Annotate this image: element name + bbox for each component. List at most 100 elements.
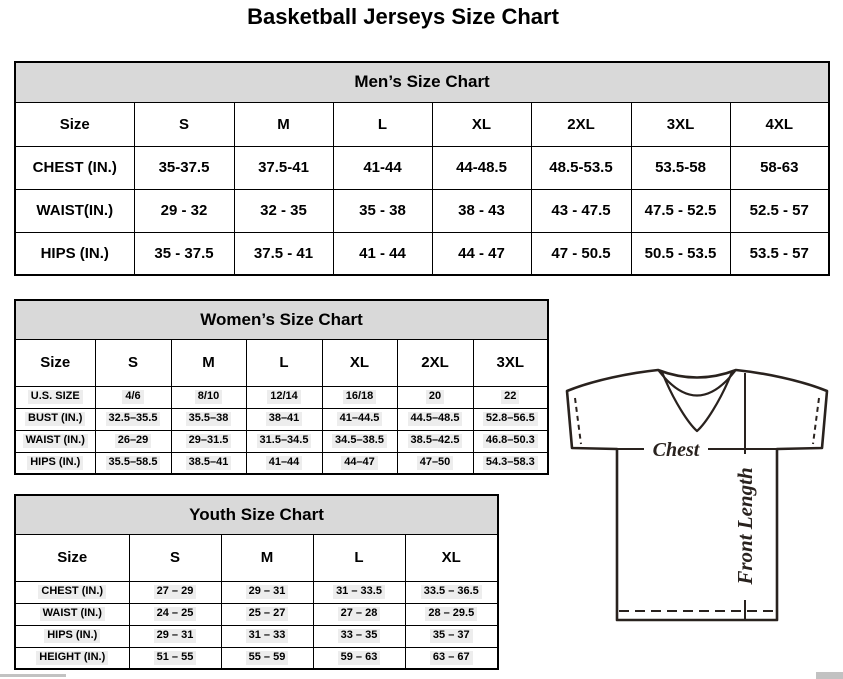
jersey-outline bbox=[565, 368, 829, 622]
value-cell-text: 35 – 37 bbox=[429, 629, 473, 643]
value-cell-text: 38.5–42.5 bbox=[407, 434, 463, 448]
value-cell: 31 – 33 bbox=[220, 624, 314, 648]
value-cell: 37.5 - 41 bbox=[233, 231, 334, 276]
value-cell: 34.5–38.5 bbox=[321, 429, 398, 453]
value-cell: 44 - 47 bbox=[431, 231, 532, 276]
value-cell: 51 – 55 bbox=[128, 646, 222, 670]
value-cell-text: 44 - 47 bbox=[458, 244, 505, 262]
value-cell-text: 24 – 25 bbox=[153, 607, 197, 621]
row-label: U.S. SIZE bbox=[14, 385, 96, 409]
value-cell-text: 43 - 47.5 bbox=[551, 202, 611, 219]
value-cell-text: 41–44 bbox=[265, 455, 303, 470]
value-cell-text: 32.5–35.5 bbox=[105, 412, 161, 426]
value-cell: 27 – 28 bbox=[312, 602, 406, 626]
size-header-cell: 3XL bbox=[630, 101, 731, 147]
value-cell: 37.5-41 bbox=[233, 145, 334, 190]
left-cuff-dashed-line bbox=[574, 397, 582, 445]
value-cell-text: 54.3–58.3 bbox=[482, 455, 538, 470]
value-cell-text: 41-44 bbox=[363, 159, 402, 176]
table-row: HIPS (IN.) 35 - 37.5 37.5 - 41 41 - 44 44 - … bbox=[14, 231, 830, 276]
value-cell: 29 - 32 bbox=[133, 188, 235, 233]
row-label: WAIST(IN.) bbox=[14, 188, 135, 233]
size-header-cell: L bbox=[332, 101, 433, 147]
size-header-cell: L bbox=[312, 533, 406, 582]
size-header-cell: 4XL bbox=[729, 101, 830, 147]
value-cell: 53.5 - 57 bbox=[729, 231, 830, 276]
row-label-text: U.S. SIZE bbox=[27, 390, 83, 404]
value-cell: 35 – 37 bbox=[404, 624, 499, 648]
value-cell: 53.5-58 bbox=[630, 145, 731, 190]
value-cell-text: 35.5–38 bbox=[185, 412, 232, 426]
table-row: WAIST (IN.) 26–29 29–31.5 31.5–34.5 34.5–38.… bbox=[14, 429, 549, 453]
scrollbar-corner-fragment[interactable] bbox=[816, 672, 843, 679]
value-cell: 33.5 – 36.5 bbox=[404, 580, 499, 604]
value-cell-text: 58-63 bbox=[760, 159, 799, 176]
value-cell: 29 – 31 bbox=[128, 624, 222, 648]
value-cell: 16/18 bbox=[321, 385, 398, 409]
row-label: BUST (IN.) bbox=[14, 407, 96, 431]
value-cell: 24 – 25 bbox=[128, 602, 222, 626]
table-row: CHEST (IN.) 35-37.5 37.5-41 41-44 44-48.5 48.… bbox=[14, 145, 830, 190]
size-column-header: Size bbox=[14, 101, 135, 147]
womens-size-table: Women’s Size Chart Size S M L XL 2XL 3XL U.S. SI… bbox=[14, 299, 550, 475]
value-cell-text: 12/14 bbox=[267, 390, 301, 404]
value-cell-text: 50.5 - 53.5 bbox=[644, 244, 717, 262]
value-cell-text: 35 - 38 bbox=[359, 202, 406, 219]
value-cell: 8/10 bbox=[170, 385, 247, 409]
value-cell: 41–44.5 bbox=[321, 407, 398, 431]
value-cell-text: 32 - 35 bbox=[260, 202, 307, 219]
size-header-cell: XL bbox=[431, 101, 532, 147]
row-label: HEIGHT (IN.) bbox=[14, 646, 130, 670]
table-row: BUST (IN.) 32.5–35.5 35.5–38 38–41 41–44.5 44… bbox=[14, 407, 549, 431]
value-cell-text: 52.5 - 57 bbox=[749, 202, 809, 219]
value-cell-text: 46.8–50.3 bbox=[482, 434, 538, 448]
row-label-text: WAIST (IN.) bbox=[22, 434, 88, 448]
value-cell: 63 – 67 bbox=[404, 646, 499, 670]
row-label-text: HEIGHT (IN.) bbox=[36, 650, 109, 665]
value-cell-text: 22 bbox=[501, 390, 520, 404]
value-cell-text: 34.5–38.5 bbox=[332, 434, 387, 448]
row-label: HIPS (IN.) bbox=[14, 231, 135, 276]
value-cell: 44-48.5 bbox=[431, 145, 532, 190]
value-cell: 28 – 29.5 bbox=[404, 602, 499, 626]
size-header-cell: XL bbox=[404, 533, 499, 582]
value-cell-text: 41–44.5 bbox=[336, 412, 383, 426]
value-cell-text: 37.5 - 41 bbox=[253, 244, 314, 262]
row-label: CHEST (IN.) bbox=[14, 145, 135, 190]
size-header-cell: S bbox=[128, 533, 222, 582]
size-header-cell: M bbox=[233, 101, 334, 147]
collar-rib-curve bbox=[658, 370, 736, 397]
size-header-cell: M bbox=[220, 533, 314, 582]
value-cell-text: 26–29 bbox=[114, 434, 152, 448]
value-cell-text: 48.5-53.5 bbox=[549, 159, 613, 176]
value-cell: 25 – 27 bbox=[220, 602, 314, 626]
value-cell-text: 33 – 35 bbox=[337, 629, 381, 643]
value-cell: 38.5–41 bbox=[170, 451, 247, 475]
value-cell: 32 - 35 bbox=[233, 188, 334, 233]
horizontal-scrollbar-thumb[interactable] bbox=[0, 674, 66, 677]
value-cell: 41–44 bbox=[245, 451, 323, 475]
row-label: HIPS (IN.) bbox=[14, 624, 130, 648]
row-label: WAIST (IN.) bbox=[14, 602, 130, 626]
table-title: Men’s Size Chart bbox=[14, 61, 830, 103]
value-cell: 52.8–56.5 bbox=[472, 407, 549, 431]
value-cell: 4/6 bbox=[94, 385, 172, 409]
row-label-text: HIPS (IN.) bbox=[44, 629, 101, 643]
row-label-text: WAIST (IN.) bbox=[39, 607, 105, 621]
size-header-cell: 2XL bbox=[396, 338, 474, 387]
value-cell-text: 4/6 bbox=[122, 390, 144, 404]
value-cell-text: 53.5-58 bbox=[655, 159, 706, 176]
value-cell: 46.8–50.3 bbox=[472, 429, 549, 453]
value-cell-text: 47–50 bbox=[416, 455, 454, 470]
front-length-measurement-label: Front Length bbox=[733, 467, 757, 585]
size-header-cell: 3XL bbox=[472, 338, 549, 387]
value-cell: 38 - 43 bbox=[431, 188, 532, 233]
value-cell-text: 44–47 bbox=[341, 455, 378, 470]
value-cell-text: 51 – 55 bbox=[153, 650, 197, 665]
table-title: Youth Size Chart bbox=[14, 494, 499, 535]
value-cell-text: 35 - 37.5 bbox=[154, 244, 214, 262]
value-cell-text: 63 – 67 bbox=[429, 650, 473, 665]
value-cell-text: 20 bbox=[425, 390, 445, 404]
value-cell: 12/14 bbox=[245, 385, 323, 409]
